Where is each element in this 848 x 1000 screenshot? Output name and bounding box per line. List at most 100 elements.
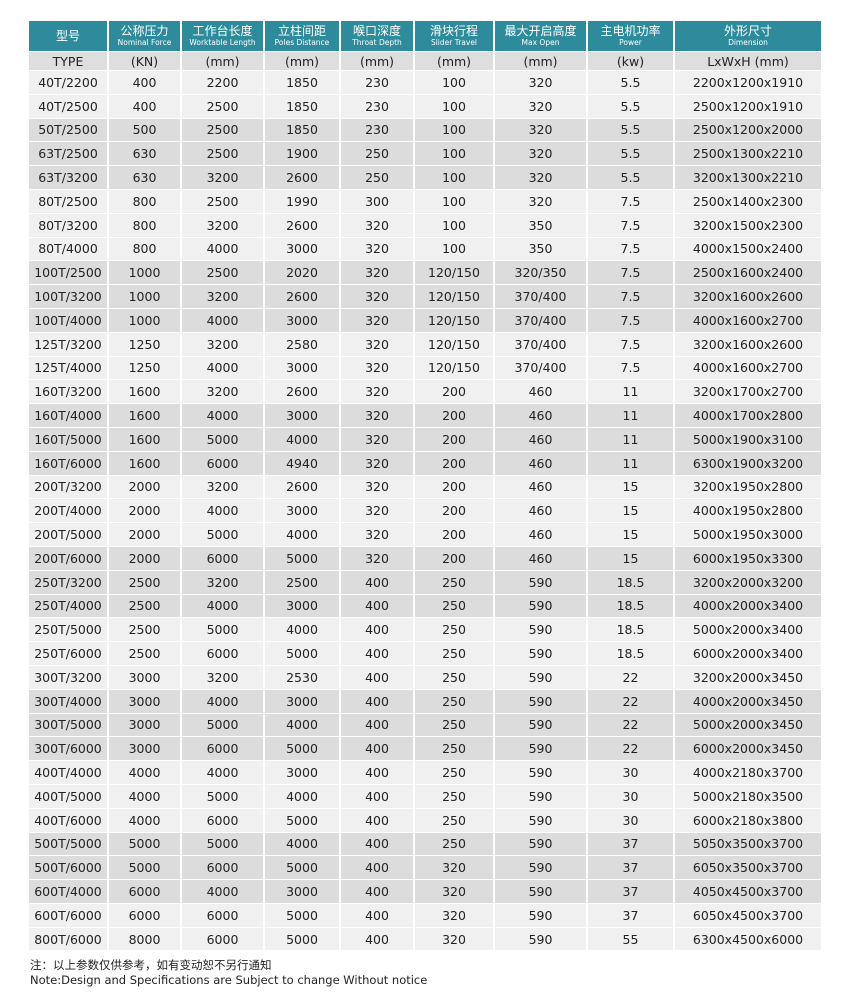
table-cell: 400 [341, 618, 413, 642]
model-cell: 160T/5000 [29, 427, 107, 451]
table-cell: 6000 [182, 903, 263, 927]
table-cell: 6000x2000x3450 [675, 737, 821, 761]
unit-cell: (mm) [495, 52, 586, 70]
table-cell: 18.5 [588, 642, 673, 665]
table-cell: 800 [109, 237, 180, 261]
table-cell: 3200x1600x2600 [675, 285, 821, 308]
table-cell: 320 [341, 213, 413, 237]
table-cell: 5000 [182, 618, 263, 642]
table-cell: 100 [415, 94, 493, 118]
table-row: 63T/2500 630 2500 1900 250 100 320 5.5 2500x1300… [29, 142, 821, 166]
model-cell: 300T/4000 [29, 689, 107, 713]
table-cell: 7.5 [588, 213, 673, 237]
table-cell: 320 [415, 856, 493, 880]
table-cell: 3000 [265, 594, 339, 618]
table-cell: 2500x1200x1910 [675, 94, 821, 118]
table-cell: 2500 [109, 642, 180, 665]
table-cell: 4000 [265, 618, 339, 642]
header-label-zh: 工作台长度 [192, 24, 253, 38]
table-cell: 18.5 [588, 594, 673, 618]
table-cell: 400 [341, 832, 413, 856]
table-cell: 350 [495, 213, 586, 237]
table-cell: 500 [109, 118, 180, 142]
table-cell: 3200 [182, 475, 263, 499]
table-cell: 2500 [265, 570, 339, 594]
table-cell: 200 [415, 523, 493, 546]
table-cell: 1900 [265, 142, 339, 166]
header-row: 型号 公称压力 Nominal Force 工作台长度 Worktable Length… [29, 21, 821, 51]
table-cell: 460 [495, 404, 586, 427]
table-cell: 6000 [109, 903, 180, 927]
table-cell: 5000 [182, 832, 263, 856]
table-cell: 5.5 [588, 118, 673, 142]
table-cell: 320 [341, 451, 413, 475]
model-cell: 160T/6000 [29, 451, 107, 475]
table-cell: 4000x1700x2800 [675, 404, 821, 427]
table-cell: 30 [588, 761, 673, 784]
table-cell: 4000 [109, 761, 180, 784]
table-cell: 1600 [109, 404, 180, 427]
table-cell: 15 [588, 546, 673, 570]
table-cell: 5000x2000x3400 [675, 618, 821, 642]
table-cell: 100 [415, 71, 493, 94]
header-label-zh: 主电机功率 [600, 24, 661, 38]
table-cell: 4000x2180x3700 [675, 761, 821, 784]
table-row: 125T/4000 1250 4000 3000 320 120/150 370/400 7.… [29, 356, 821, 380]
table-cell: 250 [415, 689, 493, 713]
model-cell: 125T/4000 [29, 356, 107, 380]
table-cell: 11 [588, 404, 673, 427]
table-cell: 1600 [109, 451, 180, 475]
header-label-en: Power [619, 38, 642, 47]
model-cell: 200T/5000 [29, 523, 107, 546]
table-cell: 6000 [182, 737, 263, 761]
table-cell: 630 [109, 166, 180, 189]
column-header: 外形尺寸 Dimension [675, 21, 821, 51]
table-cell: 18.5 [588, 570, 673, 594]
unit-cell: (mm) [341, 52, 413, 70]
table-cell: 320 [341, 332, 413, 356]
table-cell: 6000 [182, 856, 263, 880]
table-cell: 11 [588, 451, 673, 475]
table-cell: 4000x1600x2700 [675, 308, 821, 332]
table-cell: 22 [588, 665, 673, 689]
table-cell: 120/150 [415, 285, 493, 308]
table-cell: 590 [495, 665, 586, 689]
table-cell: 590 [495, 713, 586, 737]
unit-cell: LxWxH (mm) [675, 52, 821, 70]
table-cell: 3200 [182, 380, 263, 404]
table-cell: 320 [495, 94, 586, 118]
model-cell: 250T/3200 [29, 570, 107, 594]
table-cell: 320 [415, 927, 493, 951]
table-cell: 590 [495, 808, 586, 832]
table-row: 400T/5000 4000 5000 4000 400 250 590 30 5000x218… [29, 784, 821, 808]
model-cell: 400T/5000 [29, 784, 107, 808]
table-cell: 120/150 [415, 261, 493, 285]
table-cell: 3200x1600x2600 [675, 332, 821, 356]
table-row: 400T/4000 4000 4000 3000 400 250 590 30 4000x218… [29, 761, 821, 784]
table-row: 300T/3200 3000 3200 2530 400 250 590 22 3200x200… [29, 665, 821, 689]
table-cell: 4000 [265, 784, 339, 808]
unit-cell: (mm) [415, 52, 493, 70]
table-cell: 37 [588, 903, 673, 927]
table-cell: 5000x2000x3450 [675, 713, 821, 737]
table-cell: 4000 [265, 523, 339, 546]
table-cell: 6000x1950x3300 [675, 546, 821, 570]
table-cell: 2200x1200x1910 [675, 71, 821, 94]
model-cell: 600T/4000 [29, 880, 107, 903]
table-cell: 370/400 [495, 285, 586, 308]
table-cell: 4000x2000x3400 [675, 594, 821, 618]
header-label-zh: 滑块行程 [429, 24, 478, 38]
table-cell: 2000 [109, 475, 180, 499]
table-row: 100T/3200 1000 3200 2600 320 120/150 370/400 7.… [29, 285, 821, 308]
table-row: 400T/6000 4000 6000 5000 400 250 590 30 6000x218… [29, 808, 821, 832]
table-row: 80T/2500 800 2500 1990 300 100 320 7.5 2500x1400… [29, 189, 821, 213]
table-cell: 11 [588, 427, 673, 451]
table-row: 40T/2500 400 2500 1850 230 100 320 5.5 2500x1200… [29, 94, 821, 118]
header-label-zh: 最大开启高度 [504, 24, 577, 38]
table-cell: 590 [495, 784, 586, 808]
table-cell: 2600 [265, 475, 339, 499]
table-cell: 320 [341, 285, 413, 308]
table-row: 100T/4000 1000 4000 3000 320 120/150 370/400 7.… [29, 308, 821, 332]
unit-cell: TYPE [29, 52, 107, 70]
model-cell: 100T/4000 [29, 308, 107, 332]
